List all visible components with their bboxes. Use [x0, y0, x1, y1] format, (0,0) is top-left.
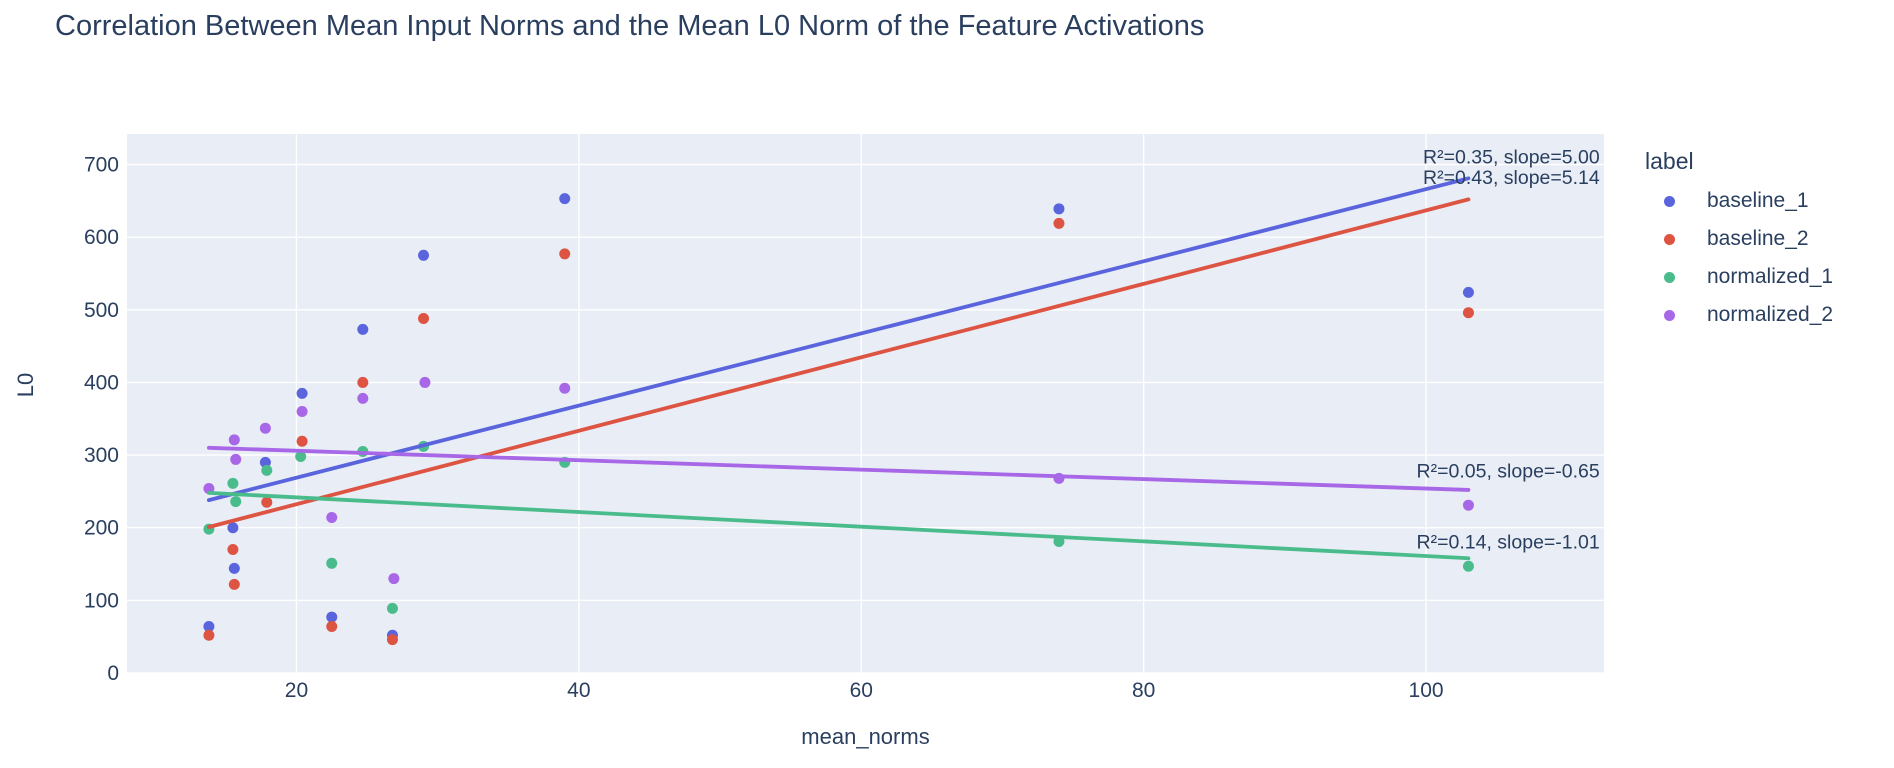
- legend-item-label: baseline_2: [1707, 227, 1809, 250]
- y-tick-label: 600: [84, 226, 119, 249]
- point-baseline_1[interactable]: [326, 611, 338, 623]
- point-baseline_1[interactable]: [1053, 203, 1065, 215]
- point-baseline_1[interactable]: [357, 323, 369, 335]
- legend-item-normalized_2[interactable]: normalized_2: [1645, 296, 1833, 334]
- point-baseline_2[interactable]: [357, 376, 369, 388]
- y-tick-label: 500: [84, 299, 119, 322]
- point-normalized_2[interactable]: [559, 382, 571, 394]
- y-tick-label: 700: [84, 154, 119, 177]
- point-normalized_2[interactable]: [230, 453, 242, 465]
- point-normalized_1[interactable]: [295, 451, 307, 463]
- point-baseline_1[interactable]: [203, 621, 215, 633]
- legend-marker-icon: [1664, 271, 1675, 283]
- point-baseline_2[interactable]: [1462, 307, 1474, 319]
- legend-item-normalized_1[interactable]: normalized_1: [1645, 258, 1833, 296]
- legend-item-label: normalized_2: [1707, 303, 1834, 326]
- x-tick-label: 20: [285, 679, 308, 702]
- trendline-baseline_1[interactable]: [206, 176, 1471, 503]
- legend-item-baseline_2[interactable]: baseline_2: [1645, 220, 1833, 258]
- chart-title: Correlation Between Mean Input Norms and…: [55, 10, 1205, 42]
- y-axis-title: L0: [13, 373, 38, 397]
- point-baseline_2[interactable]: [228, 578, 240, 590]
- legend-item-label: baseline_1: [1707, 189, 1809, 212]
- legend-title: label: [1645, 148, 1694, 174]
- point-baseline_2[interactable]: [227, 544, 239, 556]
- x-tick-label: 40: [567, 679, 590, 702]
- x-axis-title: mean_norms: [801, 724, 929, 749]
- point-normalized_2[interactable]: [388, 573, 400, 585]
- y-tick-label: 400: [84, 371, 119, 394]
- point-normalized_1[interactable]: [230, 496, 242, 508]
- x-tick-label: 60: [850, 679, 873, 702]
- point-baseline_2[interactable]: [296, 435, 308, 447]
- point-normalized_2[interactable]: [228, 434, 240, 446]
- trend-annotation: R²=0.35, slope=5.00: [1423, 147, 1600, 169]
- point-normalized_1[interactable]: [326, 557, 338, 569]
- legend-marker-icon: [1664, 233, 1675, 245]
- point-baseline_1[interactable]: [227, 522, 239, 534]
- trend-annotation: R²=0.43, slope=5.14: [1423, 167, 1600, 189]
- legend-marker-icon: [1664, 195, 1675, 207]
- y-tick-label: 100: [84, 589, 119, 612]
- point-baseline_1[interactable]: [228, 562, 240, 574]
- point-baseline_2[interactable]: [559, 248, 571, 260]
- point-normalized_2[interactable]: [259, 422, 271, 434]
- legend-item-label: normalized_1: [1707, 265, 1834, 288]
- point-baseline_2[interactable]: [261, 496, 273, 508]
- point-normalized_1[interactable]: [227, 477, 239, 489]
- y-tick-label: 300: [84, 444, 119, 467]
- x-tick-label: 100: [1409, 679, 1444, 702]
- point-normalized_1[interactable]: [1462, 560, 1474, 572]
- point-normalized_2[interactable]: [296, 405, 308, 417]
- point-baseline_2[interactable]: [386, 634, 398, 646]
- y-tick-label: 0: [107, 662, 119, 685]
- point-baseline_2[interactable]: [1053, 217, 1065, 229]
- trend-annotation: R²=0.05, slope=-0.65: [1417, 460, 1600, 482]
- plot-area[interactable]: [127, 134, 1604, 673]
- legend-marker-icon: [1664, 309, 1675, 321]
- point-normalized_1[interactable]: [261, 464, 273, 476]
- point-baseline_1[interactable]: [418, 249, 430, 261]
- point-baseline_2[interactable]: [203, 629, 215, 641]
- point-normalized_1[interactable]: [386, 602, 398, 614]
- point-baseline_1[interactable]: [559, 193, 571, 205]
- trendline-normalized_1[interactable]: [206, 490, 1471, 561]
- legend-item-baseline_1[interactable]: baseline_1: [1645, 182, 1833, 220]
- point-normalized_2[interactable]: [419, 376, 431, 388]
- point-baseline_2[interactable]: [418, 313, 430, 325]
- trendline-normalized_2[interactable]: [206, 445, 1471, 492]
- point-normalized_2[interactable]: [357, 392, 369, 404]
- trendline-baseline_2[interactable]: [206, 197, 1471, 529]
- x-tick-label: 80: [1132, 679, 1155, 702]
- legend-items: baseline_1 baseline_2 normalized_1 normaliz…: [1645, 182, 1833, 334]
- point-baseline_1[interactable]: [296, 387, 308, 399]
- point-baseline_2[interactable]: [326, 621, 338, 633]
- point-baseline_1[interactable]: [1462, 286, 1474, 298]
- trend-annotation: R²=0.14, slope=-1.01: [1417, 532, 1600, 554]
- y-tick-label: 200: [84, 517, 119, 540]
- point-normalized_2[interactable]: [1462, 499, 1474, 511]
- point-normalized_2[interactable]: [326, 512, 338, 524]
